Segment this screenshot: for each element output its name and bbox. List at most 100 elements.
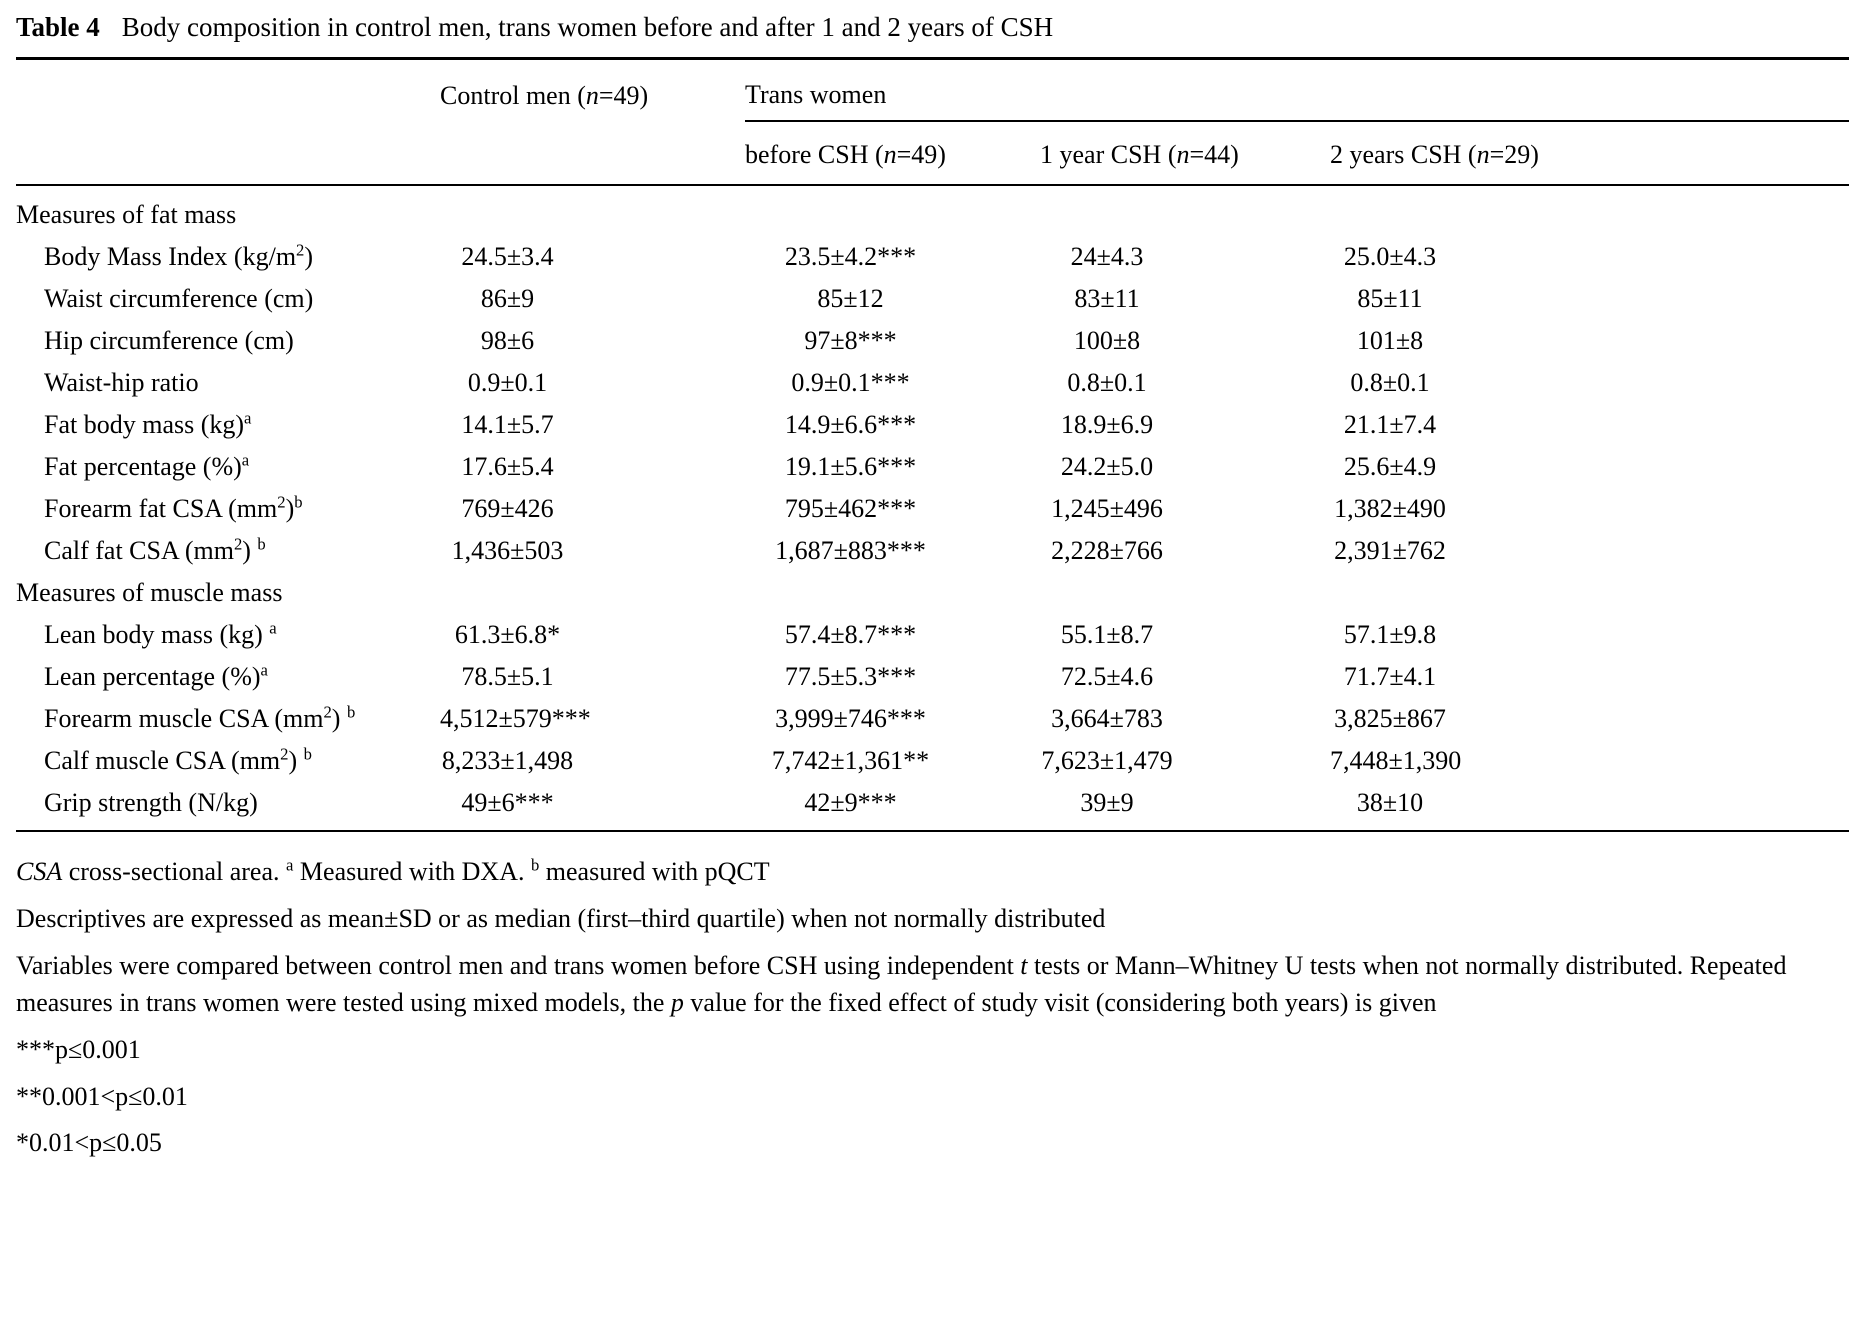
header-group-row: Control men (n=49) Trans women	[16, 60, 1850, 122]
value-cell: 0.9±0.1	[467, 368, 548, 397]
spacer-cell	[1560, 782, 1850, 832]
value-cell: 57.1±9.8	[1343, 620, 1437, 649]
value-cell: 8,233±1,498	[441, 746, 574, 775]
table-row: Waist-hip ratio 0.9±0.1 0.9±0.1*** 0.8±0.1 0…	[16, 362, 1849, 404]
header-empty-cell	[440, 121, 745, 186]
row-label: Forearm fat CSA (mm2)b	[44, 492, 303, 523]
spacer-cell	[1560, 530, 1849, 572]
body-composition-table: Control men (n=49) Trans women before CS…	[16, 60, 1850, 832]
header-control-men: Control men (n=49)	[440, 81, 649, 110]
value-cell: 71.7±4.1	[1343, 662, 1437, 691]
value-cell: 17.6±5.4	[461, 452, 554, 481]
value-cell: 98±6	[480, 326, 535, 355]
spacer-cell	[1560, 614, 1849, 656]
spacer-cell	[1560, 404, 1849, 446]
header-2years-csh: 2 years CSH (n=29)	[1330, 121, 1560, 186]
value-cell: 25.0±4.3	[1343, 242, 1437, 271]
spacer-cell	[1560, 698, 1849, 740]
value-cell: 7,742±1,361**	[771, 746, 930, 775]
value-cell: 3,825±867	[1334, 704, 1446, 733]
value-cell: 39±9	[1040, 782, 1330, 832]
value-cell: 38±10	[1330, 782, 1560, 832]
value-cell: 14.1±5.7	[461, 410, 554, 439]
row-label: Fat percentage (%)a	[44, 450, 250, 481]
spacer-cell	[1560, 740, 1849, 782]
value-cell: 7,448±1,390	[1330, 746, 1462, 775]
value-cell: 0.9±0.1***	[791, 368, 910, 397]
value-cell: 97±8***	[804, 326, 897, 355]
row-label: Calf muscle CSA (mm2) b	[44, 744, 312, 775]
value-cell: 0.8±0.1	[1067, 368, 1147, 397]
spacer-cell	[1560, 488, 1849, 530]
header-trans-women-group: Trans women	[745, 60, 1850, 122]
value-cell: 795±462***	[784, 494, 917, 523]
value-cell: 0.8±0.1	[1350, 368, 1430, 397]
table-row: Calf fat CSA (mm2) b 1,436±503 1,687±883**…	[16, 530, 1849, 572]
value-cell: 86±9	[480, 284, 535, 313]
value-cell: 18.9±6.9	[1060, 410, 1154, 439]
table-row: Lean percentage (%)a 78.5±5.1 77.5±5.3*** 7…	[16, 656, 1849, 698]
footnote: CSA cross-sectional area. a Measured wit…	[16, 855, 770, 886]
value-cell: 769±426	[461, 494, 554, 523]
value-cell: 21.1±7.4	[1343, 410, 1437, 439]
row-label: Forearm muscle CSA (mm2) b	[44, 702, 356, 733]
value-cell: 85±12	[817, 284, 884, 313]
spacer-cell	[1560, 362, 1849, 404]
value-cell: 1,436±503	[451, 536, 564, 565]
value-cell: 3,999±746***	[775, 704, 926, 733]
section-label: Measures of fat mass	[16, 200, 237, 229]
table-row: Forearm fat CSA (mm2)b 769±426 795±462*** 1…	[16, 488, 1849, 530]
value-cell: 19.1±5.6***	[784, 452, 917, 481]
footnote: ***p≤0.001	[16, 1034, 141, 1064]
value-cell: 55.1±8.7	[1060, 620, 1154, 649]
footnote: Descriptives are expressed as mean±SD or…	[16, 903, 1106, 933]
value-cell: 42±9***	[745, 782, 1040, 832]
value-cell: 78.5±5.1	[461, 662, 554, 691]
header-1year-csh: 1 year CSH (n=44)	[1040, 121, 1330, 186]
value-cell: 23.5±4.2***	[784, 242, 917, 271]
value-cell: 1,245±496	[1051, 494, 1163, 523]
value-cell: 14.9±6.6***	[784, 410, 917, 439]
header-subrow: before CSH (n=49) 1 year CSH (n=44) 2 ye…	[16, 121, 1850, 186]
value-cell: 7,623±1,479	[1041, 746, 1173, 775]
section-header-row: Measures of muscle mass	[16, 572, 1849, 614]
value-cell: 72.5±4.6	[1060, 662, 1154, 691]
value-cell: 24.2±5.0	[1060, 452, 1154, 481]
spacer-cell	[1560, 446, 1849, 488]
table-row: Grip strength (N/kg) 49±6*** 42±9*** 39±9 38…	[16, 782, 1850, 832]
value-cell: 2,228±766	[1051, 536, 1163, 565]
table-caption: Table 4 Body composition in control men, …	[16, 12, 1849, 60]
value-cell: 1,687±883***	[775, 536, 926, 565]
section-label: Measures of muscle mass	[16, 578, 283, 607]
row-label: Lean percentage (%)a	[44, 660, 268, 691]
table-number: Table 4	[16, 12, 100, 42]
header-before-csh: before CSH (n=49)	[745, 121, 1040, 186]
table-row: Hip circumference (cm) 98±6 97±8*** 100±8 10…	[16, 320, 1849, 362]
row-label: Body Mass Index (kg/m2)	[44, 240, 314, 271]
value-cell: 2,391±762	[1334, 536, 1446, 565]
value-cell: 77.5±5.3***	[784, 662, 917, 691]
spacer-cell	[1560, 236, 1849, 278]
row-label: Calf fat CSA (mm2) b	[44, 534, 266, 565]
table-row: Waist circumference (cm) 86±9 85±12 83±11 85…	[16, 278, 1849, 320]
value-cell: 100±8	[1073, 326, 1141, 355]
value-cell: 1,382±490	[1334, 494, 1446, 523]
header-empty-cell	[16, 60, 440, 121]
row-label: Fat body mass (kg)a	[44, 408, 252, 439]
footnote: *0.01<p≤0.05	[16, 1128, 162, 1158]
footnote: **0.001<p≤0.01	[16, 1081, 188, 1111]
value-cell: 57.4±8.7***	[784, 620, 917, 649]
spacer-cell	[1560, 320, 1849, 362]
value-cell: 3,664±783	[1051, 704, 1163, 733]
table-row: Fat body mass (kg)a 14.1±5.7 14.9±6.6*** 18…	[16, 404, 1849, 446]
header-empty-cell	[1560, 121, 1850, 186]
footnotes: CSA cross-sectional area. a Measured wit…	[16, 854, 1849, 1162]
table-title: Body composition in control men, trans w…	[121, 12, 1054, 42]
table-row: Forearm muscle CSA (mm2) b 4,512±579*** 3,…	[16, 698, 1849, 740]
header-empty-cell	[16, 121, 440, 186]
row-label: Hip circumference (cm)	[44, 326, 294, 355]
section-header-row: Measures of fat mass	[16, 185, 1849, 236]
value-cell: 85±11	[1357, 284, 1423, 313]
row-label: Lean body mass (kg) a	[44, 618, 277, 649]
